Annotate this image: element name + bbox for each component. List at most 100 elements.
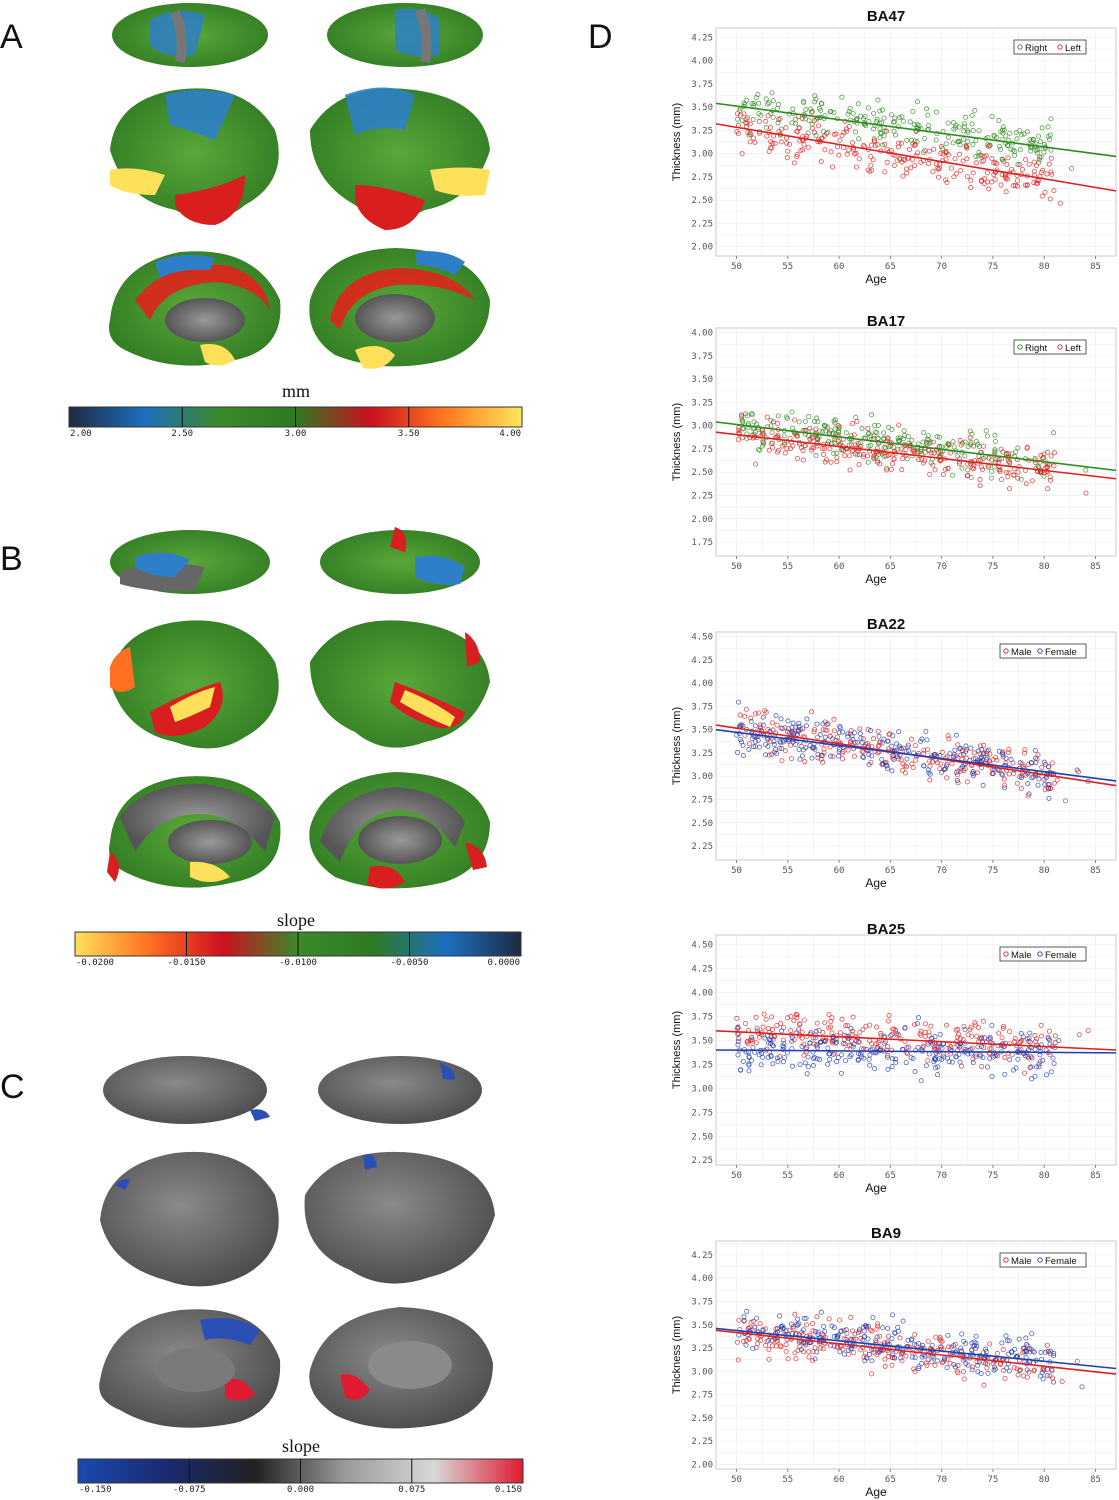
data-point: [762, 708, 768, 714]
data-point: [892, 1355, 898, 1361]
data-point: [889, 1362, 895, 1368]
data-point: [972, 1020, 978, 1026]
data-point: [964, 145, 970, 151]
data-point: [774, 1022, 780, 1028]
data-point: [820, 429, 826, 435]
data-point: [946, 442, 952, 448]
data-point: [789, 409, 795, 415]
data-point: [800, 147, 806, 153]
data-point: [831, 440, 837, 446]
data-point: [965, 467, 971, 473]
data-point: [735, 1024, 741, 1030]
data-point: [770, 98, 776, 104]
data-point: [983, 1346, 989, 1352]
data-point: [992, 432, 998, 438]
data-point: [939, 749, 945, 755]
data-point: [763, 1016, 769, 1022]
y-tick-label: 2.25: [691, 1437, 713, 1447]
legend-marker: [1037, 951, 1043, 957]
data-point: [756, 744, 762, 750]
data-point: [992, 1053, 998, 1059]
data-point: [974, 1343, 980, 1349]
series-points-Right: [735, 90, 1075, 171]
data-point: [915, 1340, 921, 1346]
data-point: [805, 144, 811, 150]
data-point: [818, 1039, 824, 1045]
data-point: [884, 1054, 890, 1060]
data-point: [960, 158, 966, 164]
data-point: [1044, 1373, 1050, 1379]
data-point: [788, 1028, 794, 1034]
data-point: [1006, 470, 1012, 476]
data-point: [968, 1024, 974, 1030]
colorbar-tick-label: -0.0150: [168, 958, 206, 967]
data-point: [970, 1364, 976, 1370]
colorbar-tick-label: 0.150: [495, 1485, 522, 1495]
data-point: [865, 167, 871, 173]
data-point: [958, 167, 964, 173]
data-point: [888, 1047, 894, 1053]
data-point: [802, 418, 808, 424]
fit-line-Left: [715, 431, 1117, 480]
x-tick-label: 80: [1039, 866, 1050, 876]
data-point: [1017, 760, 1023, 766]
brain-lateral-right: [304, 1151, 495, 1284]
data-point: [1036, 157, 1042, 163]
x-tick-label: 70: [936, 1171, 947, 1181]
data-point: [832, 417, 838, 423]
data-point: [1039, 125, 1045, 131]
data-point: [869, 753, 875, 759]
data-point: [950, 120, 956, 126]
data-point: [924, 1362, 930, 1368]
data-point: [822, 428, 828, 434]
data-point: [809, 447, 815, 453]
data-point: [785, 1015, 791, 1021]
data-point: [1056, 1038, 1062, 1044]
legend-label: Female: [1045, 1256, 1077, 1267]
data-point: [921, 430, 927, 436]
data-point: [965, 128, 971, 134]
data-point: [920, 460, 926, 466]
data-point: [1012, 149, 1018, 155]
x-tick-label: 70: [936, 1475, 947, 1485]
x-tick-label: 75: [988, 562, 999, 572]
data-point: [868, 1047, 874, 1053]
data-point: [763, 118, 769, 124]
data-point: [735, 1038, 741, 1044]
colorbar-tick-label: 2.00: [70, 429, 92, 439]
data-point: [816, 123, 822, 129]
data-point: [1023, 481, 1029, 487]
data-point: [955, 1034, 961, 1040]
legend-marker: [1037, 1257, 1043, 1263]
data-point: [840, 756, 846, 762]
data-point: [895, 435, 901, 441]
data-point: [885, 436, 891, 442]
y-tick-label: 3.50: [691, 726, 713, 736]
data-point: [850, 1014, 856, 1020]
data-point: [968, 440, 974, 446]
data-point: [884, 1047, 890, 1053]
data-point: [1031, 159, 1037, 165]
data-point: [734, 129, 740, 135]
data-point: [965, 472, 971, 478]
data-point: [983, 1349, 989, 1355]
data-point: [951, 444, 957, 450]
data-point: [971, 750, 977, 756]
data-point: [839, 1016, 845, 1022]
data-point: [751, 419, 757, 425]
data-point: [839, 750, 845, 756]
data-point: [838, 1328, 844, 1334]
data-point: [973, 1333, 979, 1339]
y-tick-label: 3.75: [691, 1012, 713, 1022]
data-point: [791, 417, 797, 423]
data-point: [842, 1041, 848, 1047]
data-point: [796, 720, 802, 726]
data-point: [845, 1023, 851, 1029]
data-point: [774, 1326, 780, 1332]
data-point: [1050, 1055, 1056, 1061]
data-point: [852, 730, 858, 736]
data-point: [930, 439, 936, 445]
data-point: [790, 720, 796, 726]
data-point: [1017, 1368, 1023, 1374]
data-point: [905, 742, 911, 748]
